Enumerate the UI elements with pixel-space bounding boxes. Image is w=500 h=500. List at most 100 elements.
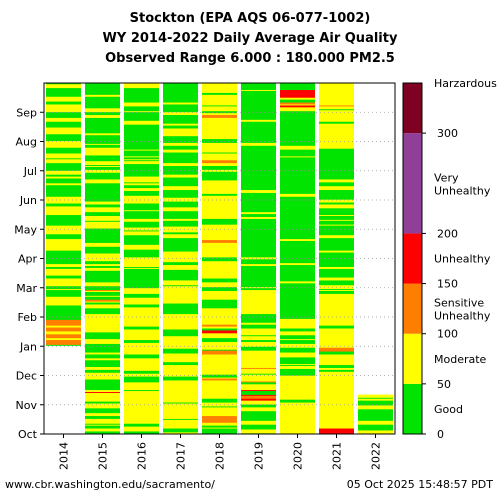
heatmap-cell-2019: [241, 291, 276, 294]
heatmap-cell-2015: [85, 295, 120, 297]
heatmap-cell-2017: [163, 386, 198, 389]
heatmap-cell-2021: [319, 189, 354, 193]
heatmap-cell-2014: [46, 270, 81, 273]
heatmap-cell-2014: [46, 210, 81, 216]
heatmap-cell-2020: [280, 156, 315, 158]
heatmap-cell-2018: [202, 287, 237, 292]
heatmap-cell-2014: [46, 140, 81, 142]
colorbar-band-0: [403, 383, 422, 434]
heatmap-cell-2015: [85, 125, 120, 128]
heatmap-cell-2016: [124, 231, 159, 236]
heatmap-cell-2021: [319, 85, 354, 91]
heatmap-cell-2019: [241, 398, 276, 401]
heatmap-cell-2021: [319, 96, 354, 100]
heatmap-cell-2018: [202, 195, 237, 200]
heatmap-cell-2021: [319, 99, 354, 103]
heatmap-cell-2017: [163, 241, 198, 244]
colorbar-band-3: [403, 233, 422, 284]
heatmap-cell-2017: [163, 413, 198, 416]
heatmap-cell-2019: [241, 395, 276, 399]
colorbar-band-2: [403, 283, 422, 334]
heatmap-cell-2015: [85, 211, 120, 217]
heatmap-cell-2019: [241, 253, 276, 258]
heatmap-cell-2021: [319, 182, 354, 184]
heatmap-cell-2021: [319, 364, 354, 368]
heatmap-cell-2021: [319, 393, 354, 397]
heatmap-cell-2020: [280, 303, 315, 307]
heatmap-cell-2021: [319, 258, 354, 264]
heatmap-cell-2014: [46, 178, 81, 182]
y-tick-label-Mar: Mar: [16, 282, 37, 295]
heatmap-cell-2014: [46, 162, 81, 167]
heatmap-cell-2016: [124, 183, 159, 186]
heatmap-cell-2015: [85, 363, 120, 367]
heatmap-cell-2016: [124, 172, 159, 177]
heatmap-cell-2014: [46, 206, 81, 210]
heatmap-cell-2015: [85, 430, 120, 432]
heatmap-cell-2017: [163, 168, 198, 172]
heatmap-cell-2020: [280, 408, 315, 414]
heatmap-cell-2019: [241, 271, 276, 274]
heatmap-cell-2020: [280, 218, 315, 221]
footer-timestamp: 05 Oct 2025 15:48:57 PDT: [346, 478, 493, 491]
heatmap-cell-2017: [163, 279, 198, 281]
heatmap-cell-2017: [163, 214, 198, 219]
heatmap-cell-2022: [358, 424, 393, 427]
heatmap-cell-2017: [163, 233, 198, 239]
heatmap-cell-2016: [124, 366, 159, 371]
heatmap-cell-2018: [202, 326, 237, 329]
heatmap-cell-2016: [124, 149, 159, 151]
heatmap-cell-2014: [46, 342, 81, 345]
heatmap-cell-2017: [163, 158, 198, 160]
heatmap-cell-2019: [241, 232, 276, 237]
heatmap-cell-2016: [124, 86, 159, 89]
heatmap-cell-2017: [163, 310, 198, 315]
heatmap-cell-2016: [124, 102, 159, 107]
heatmap-cell-2020: [280, 309, 315, 314]
heatmap-cell-2022: [358, 405, 393, 410]
heatmap-cell-2020: [280, 377, 315, 382]
heatmap-cell-2021: [319, 105, 354, 107]
heatmap-cell-2017: [163, 137, 198, 141]
heatmap-cell-2017: [163, 174, 198, 178]
colorbar-tick-label-0: 0: [437, 428, 444, 441]
heatmap-cell-2016: [124, 431, 159, 435]
heatmap-cell-2020: [280, 205, 315, 208]
heatmap-cell-2019: [241, 90, 276, 94]
heatmap-cell-2017: [163, 274, 198, 277]
heatmap-cell-2015: [85, 88, 120, 92]
heatmap-cell-2018: [202, 374, 237, 378]
heatmap-cell-2021: [319, 293, 354, 297]
heatmap-cell-2014: [46, 104, 81, 109]
heatmap-cell-2015: [85, 246, 120, 251]
heatmap-cell-2014: [46, 119, 81, 122]
heatmap-cell-2020: [280, 375, 315, 378]
heatmap-cell-2014: [46, 222, 81, 224]
heatmap-cell-2016: [124, 187, 159, 192]
colorbar-band-5: [403, 83, 422, 134]
heatmap-cell-2018: [202, 170, 237, 172]
heatmap-cell-2018: [202, 169, 237, 171]
heatmap-cell-2021: [319, 208, 354, 212]
heatmap-cell-2021: [319, 177, 354, 180]
heatmap-cell-2020: [280, 122, 315, 127]
heatmap-cell-2021: [319, 398, 354, 402]
heatmap-cell-2019: [241, 420, 276, 425]
heatmap-cell-2017: [163, 158, 198, 164]
heatmap-cell-2019: [241, 206, 276, 211]
heatmap-cell-2020: [280, 408, 315, 410]
heatmap-cell-2019: [241, 334, 276, 337]
heatmap-cell-2015: [85, 208, 120, 213]
heatmap-cell-2017: [163, 143, 198, 146]
heatmap-cell-2020: [280, 240, 315, 244]
heatmap-cell-2020: [280, 115, 315, 118]
heatmap-cell-2014: [46, 292, 81, 297]
heatmap-cell-2021: [319, 135, 354, 139]
heatmap-cell-2019: [241, 107, 276, 110]
heatmap-cell-2016: [124, 120, 159, 125]
heatmap-cell-2018: [202, 428, 237, 432]
heatmap-cell-2019: [241, 418, 276, 421]
heatmap-cell-2014: [46, 174, 81, 176]
heatmap-cell-2019: [241, 131, 276, 135]
heatmap-cell-2020: [280, 159, 315, 162]
